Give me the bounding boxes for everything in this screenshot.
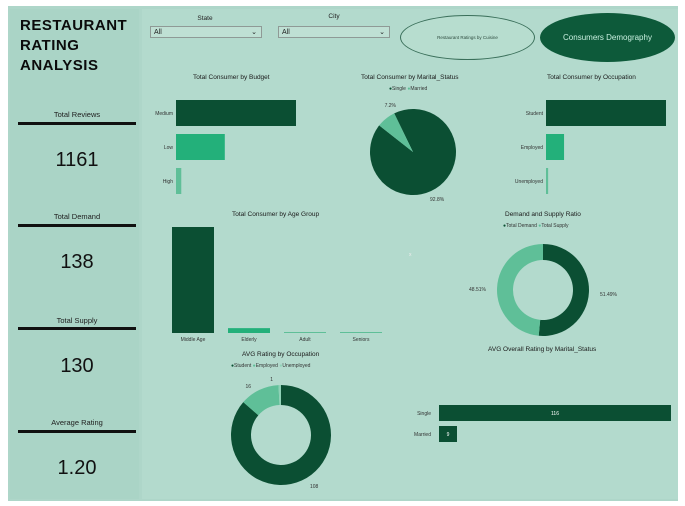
- category-label-employed: Employed: [521, 145, 543, 151]
- title-line-2: RATING: [20, 37, 80, 54]
- title-line-3: ANALYSIS: [20, 57, 99, 74]
- legend-married: Married: [410, 86, 428, 92]
- category-label-adult: Adult: [299, 337, 311, 343]
- data-label-married: 7.2%: [385, 103, 397, 109]
- data-label-student: 108: [310, 484, 319, 490]
- ratings-by-cuisine-label: Restaurant Ratings by Cuisine: [437, 35, 498, 40]
- bar-unemployed: [546, 168, 549, 194]
- state-slicer-value: All: [154, 29, 162, 36]
- bar-seniors: [340, 332, 382, 333]
- kpi-value-demand: 138: [60, 251, 94, 273]
- legend-total-supply: Total Supply: [541, 223, 569, 229]
- category-label-seniors: Seniors: [353, 337, 370, 343]
- state-slicer-label: State: [197, 15, 213, 22]
- marital-pie-title: Total Consumer by Marital_Status: [361, 74, 459, 81]
- slice-employed: [243, 385, 280, 416]
- state-slicer[interactable]: All ⌄: [150, 26, 262, 38]
- occupation-rating-legend: ●Student ●Employed ●Unemployed: [231, 363, 311, 369]
- legend-single: Single: [392, 86, 406, 92]
- bar-high: [176, 168, 182, 194]
- category-label-single: Single: [417, 411, 431, 417]
- legend-unemployed: Unemployed: [282, 363, 311, 369]
- kpi-value-rating: 1.20: [57, 457, 97, 479]
- kpi-divider: [18, 122, 136, 125]
- kpi-label-demand: Total Demand: [53, 212, 101, 221]
- kpi-label-supply: Total Supply: [56, 316, 98, 325]
- consumers-demography-label: Consumers Demography: [563, 33, 652, 42]
- category-label-elderly: Elderly: [241, 337, 257, 343]
- bar-single: [439, 405, 671, 421]
- category-label-low: Low: [164, 145, 174, 151]
- kpi-value-reviews: 1161: [55, 149, 99, 171]
- dashboard-title: RESTAURANT RATING ANALYSIS: [20, 16, 127, 76]
- ratings-by-cuisine-button[interactable]: Restaurant Ratings by Cuisine: [400, 15, 535, 60]
- slice-total-demand: [538, 243, 590, 336]
- center-marker: x: [409, 252, 412, 258]
- consumers-demography-button[interactable]: Consumers Demography: [540, 13, 675, 62]
- chevron-down-icon: ⌄: [379, 29, 385, 36]
- kpi-divider: [18, 224, 136, 227]
- chevron-down-icon: ⌄: [251, 29, 257, 36]
- ratio-legend: ●Total Demand ●Total Supply: [503, 223, 569, 229]
- bar-student: [546, 100, 666, 126]
- budget-chart-title: Total Consumer by Budget: [193, 74, 270, 81]
- legend-student: Student: [234, 363, 252, 369]
- kpi-label-reviews: Total Reviews: [53, 110, 101, 119]
- category-label-student: Student: [526, 111, 544, 117]
- data-label-total-supply: 48.51%: [469, 287, 487, 293]
- bar-low: [176, 134, 225, 160]
- slice-student: [230, 385, 331, 485]
- age-chart-title: Total Consumer by Age Group: [232, 211, 320, 218]
- kpi-value-supply: 130: [60, 355, 94, 377]
- bar-medium: [176, 100, 296, 126]
- ratio-chart-title: Demand and Supply Ratio: [505, 211, 581, 218]
- occupation-chart-title: Total Consumer by Occupation: [547, 74, 636, 81]
- bar-employed: [546, 134, 565, 160]
- title-line-1: RESTAURANT: [20, 17, 128, 34]
- bar-elderly: [228, 328, 270, 333]
- kpi-divider: [18, 327, 136, 330]
- data-label-single: 92.8%: [430, 197, 445, 203]
- bar-married: [439, 426, 457, 442]
- marital-legend: ●Single ●Married: [389, 86, 428, 92]
- category-label-medium: Medium: [155, 111, 173, 117]
- bar-adult: [284, 332, 326, 333]
- kpi-label-rating: Average Rating: [51, 418, 103, 427]
- city-slicer-value: All: [282, 29, 290, 36]
- data-label-employed: 16: [245, 384, 251, 390]
- kpi-sidebar: [10, 9, 139, 499]
- city-slicer-label: City: [328, 13, 340, 20]
- slice-married: [379, 113, 413, 152]
- city-slicer[interactable]: All ⌄: [278, 26, 390, 38]
- data-label-married: 9: [447, 432, 450, 438]
- slice-total-supply: [497, 244, 543, 336]
- slice-unemployed: [278, 385, 281, 406]
- category-label-unemployed: Unemployed: [515, 179, 543, 185]
- category-label-middle-age: Middle Age: [181, 337, 206, 343]
- legend-total-demand: Total Demand: [506, 223, 537, 229]
- data-label-unemployed: 1: [270, 377, 273, 383]
- kpi-divider: [18, 430, 136, 433]
- data-label-single: 116: [551, 411, 559, 417]
- category-label-married: Married: [414, 432, 431, 438]
- legend-employed: Employed: [255, 363, 278, 369]
- marital-rating-title: AVG Overall Rating by Marital_Status: [488, 346, 597, 353]
- occupation-rating-title: AVG Rating by Occupation: [242, 351, 320, 358]
- category-label-high: High: [163, 179, 174, 185]
- data-label-total-demand: 51.49%: [600, 292, 618, 298]
- slice-single: [370, 108, 456, 195]
- bar-middle-age: [172, 227, 214, 333]
